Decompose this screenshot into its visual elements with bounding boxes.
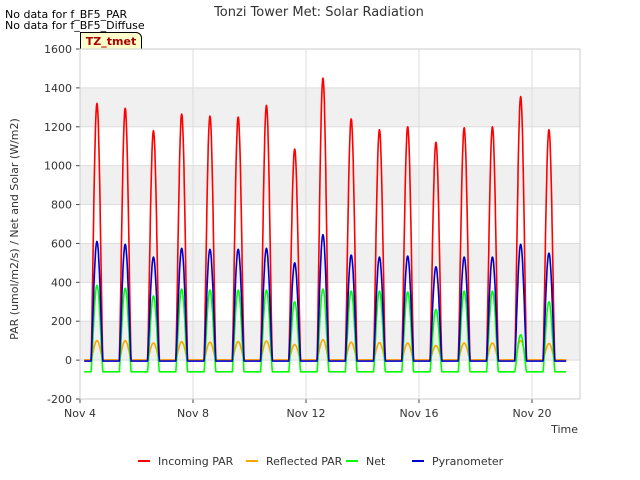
y-axis-label: PAR (umol/m2/s) / Net and Solar (W/m2) bbox=[8, 118, 21, 340]
x-tick-label: Nov 12 bbox=[287, 407, 326, 420]
plot-border bbox=[79, 48, 581, 400]
site-tag: TZ_tmet bbox=[80, 32, 142, 51]
legend-label-incoming-par: Incoming PAR bbox=[158, 455, 234, 468]
y-tick-label: -200 bbox=[47, 393, 72, 406]
x-tick-label: Nov 16 bbox=[399, 407, 438, 420]
plot-band bbox=[80, 165, 580, 205]
y-tick-label: 0 bbox=[65, 354, 72, 367]
y-tick-label: 600 bbox=[51, 237, 72, 250]
axes: -200 0 200 400 600 800 1000 1200 1400 1600 Nov 4 No… bbox=[44, 43, 581, 420]
plot-band bbox=[80, 321, 580, 361]
legend: Incoming PAR Reflected PAR Net Pyranometer bbox=[138, 455, 504, 468]
y-tick-label: 1200 bbox=[44, 121, 72, 134]
y-tick-label: 200 bbox=[51, 315, 72, 328]
series-line-net bbox=[83, 284, 567, 373]
series-line-pyranometer bbox=[83, 233, 567, 362]
y-tick-label: 800 bbox=[51, 199, 72, 212]
y-tick-label: 1000 bbox=[44, 160, 72, 173]
no-data-note-par: No data for f_BF5_PAR bbox=[5, 8, 128, 21]
legend-label-net: Net bbox=[366, 455, 386, 468]
legend-label-reflected-par: Reflected PAR bbox=[266, 455, 343, 468]
chart-title: Tonzi Tower Met: Solar Radiation bbox=[213, 5, 424, 20]
y-tick-label: 1600 bbox=[44, 43, 72, 56]
y-tick-label: 400 bbox=[51, 276, 72, 289]
legend-label-pyranometer: Pyranometer bbox=[432, 455, 504, 468]
series-layer bbox=[83, 77, 567, 373]
x-axis-label: Time bbox=[550, 423, 578, 436]
x-tick-label: Nov 4 bbox=[64, 407, 96, 420]
no-data-note-diffuse: No data for f_BF5_Diffuse bbox=[5, 19, 145, 32]
y-tick-label: 1400 bbox=[44, 82, 72, 95]
plot-band bbox=[80, 87, 580, 127]
x-tick-label: Nov 20 bbox=[512, 407, 551, 420]
x-tick-label: Nov 8 bbox=[177, 407, 209, 420]
